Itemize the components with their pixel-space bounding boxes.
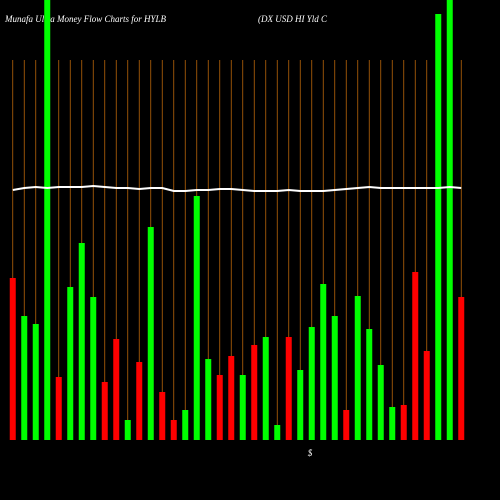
bar: [435, 14, 442, 440]
bar: [182, 410, 189, 440]
chart-subtitle: (DX USD HI Yld C: [258, 14, 328, 24]
bar: [251, 345, 258, 440]
bar: [32, 324, 39, 440]
bar: [44, 0, 51, 440]
bar: [205, 359, 212, 440]
bar: [412, 272, 419, 440]
bar: [216, 375, 223, 440]
bar: [446, 0, 453, 440]
bar: [400, 405, 407, 440]
bar: [228, 356, 235, 440]
bar: [147, 227, 154, 440]
bar: [9, 278, 16, 440]
bar: [101, 382, 108, 440]
bar: [354, 296, 361, 440]
bar: [377, 365, 384, 440]
bar: [389, 407, 396, 440]
bar: [262, 337, 269, 440]
bar: [170, 420, 177, 440]
bar: [297, 370, 304, 440]
bar: [366, 329, 373, 440]
chart-title: Munafa Ultra Money Flow Charts for HYLB: [4, 14, 167, 24]
bar: [113, 339, 120, 440]
bar: [159, 392, 166, 440]
bar: [458, 297, 465, 440]
bar: [285, 337, 292, 440]
line: [12, 184, 462, 192]
bar: [67, 287, 74, 440]
bar: [78, 243, 85, 440]
bar: [21, 316, 28, 440]
bar: [239, 375, 246, 440]
bar: [331, 316, 338, 440]
bar: [343, 410, 350, 440]
bar: [423, 351, 430, 440]
annotation: $: [308, 448, 313, 458]
bar: [320, 284, 327, 440]
bar: [193, 196, 200, 440]
bar: [55, 377, 62, 440]
bar: [136, 362, 143, 440]
bar: [274, 425, 281, 440]
bar: [308, 327, 315, 440]
bar: [90, 297, 97, 440]
bar: [124, 420, 131, 440]
